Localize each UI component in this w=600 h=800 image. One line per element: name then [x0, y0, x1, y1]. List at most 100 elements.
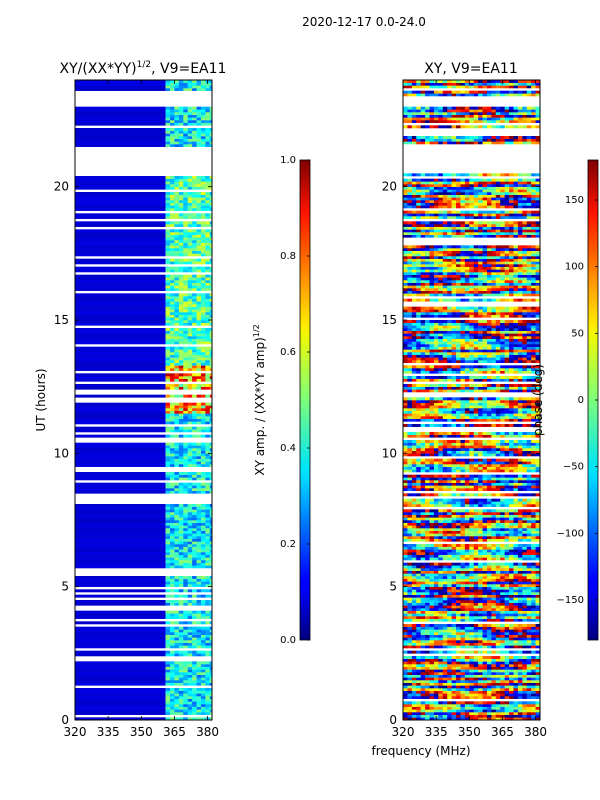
amplitude-time-row [75, 253, 212, 257]
phase-time-row [403, 226, 540, 230]
amplitude-time-row [75, 522, 212, 526]
phase-time-row [403, 704, 540, 707]
phase-time-row [403, 400, 540, 403]
amplitude-time-row [75, 242, 212, 246]
x-tick-label: 335 [97, 725, 120, 739]
amplitude-time-row [75, 565, 212, 569]
amplitude-time-row [75, 232, 212, 235]
phase-time-row [403, 685, 540, 689]
phase-time-row [403, 586, 540, 590]
phase-time-row [403, 453, 540, 457]
amplitude-time-row [75, 322, 212, 326]
amplitude-time-row [75, 554, 212, 558]
amplitude-time-row [75, 122, 212, 126]
phase-time-row [403, 234, 540, 238]
amplitude-time-row [75, 138, 212, 142]
phase-time-row [403, 512, 540, 515]
amplitude-time-row [75, 690, 212, 694]
phase-time-row [403, 525, 540, 529]
phase-time-row [403, 608, 540, 611]
phase-time-row [403, 680, 540, 683]
phase-time-row [403, 618, 540, 622]
amplitude-time-row [75, 186, 212, 190]
y-tick-label: 0 [389, 713, 397, 727]
phase-time-row [403, 346, 540, 350]
amplitude-time-row [75, 384, 212, 387]
phase-time-row [403, 682, 540, 686]
phase-time-row [403, 666, 540, 670]
amplitude-time-row [75, 650, 212, 654]
amplitude-colorbar-gradient [299, 159, 311, 641]
phase-time-row [403, 701, 540, 705]
amplitude-time-row [75, 634, 212, 638]
phase-time-row [403, 202, 540, 206]
phase-time-row [403, 637, 540, 641]
phase-time-row [403, 330, 540, 334]
phase-time-row [403, 546, 540, 550]
phase-time-row [403, 112, 540, 115]
amplitude-time-row [75, 653, 212, 657]
amplitude-time-row [75, 362, 212, 366]
phase-time-row [403, 488, 540, 491]
phase-time-row [403, 605, 540, 609]
y-tick-label: 5 [389, 580, 397, 594]
amplitude-time-row [75, 530, 212, 534]
colorbar-tick-label: 0.0 [280, 635, 296, 646]
phase-time-row [403, 192, 540, 195]
phase-time-row [403, 368, 540, 371]
amplitude-time-row [75, 680, 212, 683]
amplitude-time-row [75, 626, 212, 630]
amplitude-time-row [75, 514, 212, 518]
phase-time-row [403, 325, 540, 329]
phase-time-row [403, 141, 540, 145]
phase-time-row [403, 709, 540, 713]
phase-time-row [403, 274, 540, 278]
amplitude-time-row [75, 314, 212, 318]
amplitude-time-row [75, 709, 212, 713]
amplitude-time-row [75, 581, 212, 585]
phase-time-row [403, 477, 540, 481]
phase-colorbar-ticks: −150 −100 −50 0 50 100 150 [557, 195, 598, 606]
phase-time-row [403, 581, 540, 585]
amplitude-time-row [75, 245, 212, 249]
phase-time-row [403, 461, 540, 465]
amplitude-time-row [75, 194, 212, 198]
amplitude-panel-title: XY/(XX*YY)1/2, V9=EA11 [60, 60, 227, 77]
amplitude-time-row [75, 544, 212, 547]
amplitude-time-row [75, 578, 212, 582]
amplitude-time-row [75, 402, 212, 406]
phase-time-row [403, 629, 540, 633]
phase-time-row [403, 562, 540, 566]
amplitude-time-row [75, 130, 212, 134]
amplitude-time-row [75, 378, 212, 382]
phase-time-row [403, 293, 540, 297]
amplitude-time-row [75, 610, 212, 614]
phase-time-row [403, 674, 540, 678]
phase-time-row [403, 517, 540, 521]
amplitude-time-row [75, 445, 212, 449]
phase-time-row [403, 408, 540, 411]
phase-time-row [403, 434, 540, 438]
amplitude-time-row [75, 304, 212, 307]
phase-time-row [403, 194, 540, 198]
amplitude-time-row [75, 448, 212, 451]
phase-time-row [403, 389, 540, 393]
phase-time-row [403, 405, 540, 409]
amplitude-time-row [75, 213, 212, 217]
phase-time-row [403, 418, 540, 422]
amplitude-time-row [75, 386, 212, 390]
phase-time-row [403, 210, 540, 214]
amplitude-time-row [75, 338, 212, 342]
x-tick-label: 365 [163, 725, 186, 739]
amplitude-colorbar-ticks: 0.0 0.2 0.4 0.6 0.8 1.0 [280, 155, 310, 646]
amplitude-time-row [75, 418, 212, 422]
amplitude-time-row [75, 509, 212, 513]
amplitude-time-row [75, 106, 212, 110]
amplitude-heatmap [75, 80, 212, 720]
amplitude-time-row [75, 560, 212, 563]
phase-time-row [403, 258, 540, 262]
shared-xlabel: frequency (MHz) [371, 744, 470, 758]
amplitude-time-row [75, 613, 212, 617]
amplitude-time-row [75, 688, 212, 691]
phase-time-row [403, 650, 540, 654]
